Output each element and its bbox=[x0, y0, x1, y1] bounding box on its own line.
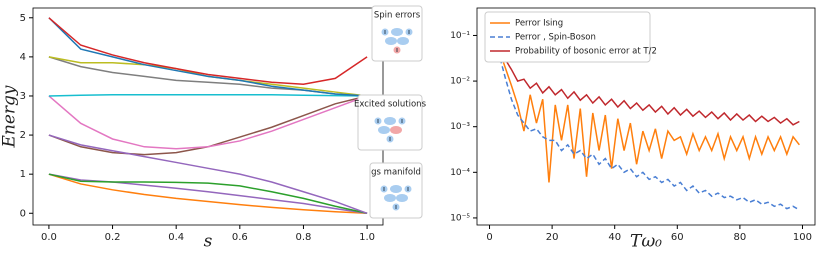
x-tick-label: 0.0 bbox=[41, 232, 57, 243]
coupler bbox=[384, 117, 396, 125]
legend-box bbox=[484, 11, 651, 63]
plot-lines bbox=[491, 21, 800, 211]
x-tick-label: 40 bbox=[608, 232, 621, 243]
coupler bbox=[397, 37, 409, 45]
x-tick-label: 0.6 bbox=[232, 232, 248, 243]
x-tick-label: 0 bbox=[486, 232, 492, 243]
y-tick-label: 2 bbox=[20, 130, 26, 141]
x-tick-label: 80 bbox=[734, 232, 747, 243]
y-tick-label: 10⁻¹ bbox=[450, 31, 470, 41]
y-tick-label: 5 bbox=[20, 13, 26, 24]
series-line bbox=[48, 17, 368, 85]
series-line bbox=[491, 21, 800, 183]
x-tick-label: 20 bbox=[546, 232, 559, 243]
plot-lines bbox=[48, 17, 368, 215]
series-line bbox=[48, 173, 368, 215]
legend-label: Perror Ising bbox=[515, 19, 563, 29]
coupler bbox=[390, 185, 402, 193]
legend-label: Perror , Spin-Boson bbox=[515, 33, 596, 43]
coupler bbox=[378, 126, 390, 134]
series-line bbox=[48, 95, 368, 150]
series-line bbox=[48, 134, 368, 214]
y-tick-label: 10⁻⁴ bbox=[450, 168, 470, 178]
y-tick-label: 3 bbox=[20, 91, 26, 102]
y-tick-label: 10⁻² bbox=[450, 77, 470, 87]
x-tick-label: 1.0 bbox=[359, 232, 375, 243]
y-tick-label: 10⁻⁵ bbox=[450, 213, 470, 223]
y-tick-label: 0 bbox=[20, 208, 26, 219]
inset-title: Spin errors bbox=[374, 11, 421, 21]
coupler bbox=[384, 194, 396, 202]
series-line bbox=[48, 94, 368, 97]
x-tick-label: 100 bbox=[793, 232, 812, 243]
series-line bbox=[48, 95, 368, 156]
inset-title: Excited solutions bbox=[354, 100, 427, 110]
series-line bbox=[491, 27, 800, 211]
series-line bbox=[48, 173, 368, 215]
series-line bbox=[48, 17, 368, 97]
inset-title: gs manifold bbox=[371, 168, 421, 178]
x-axis-label: s bbox=[204, 232, 213, 252]
y-axis-label: Energy bbox=[0, 85, 20, 148]
x-tick-label: 0.2 bbox=[105, 232, 121, 243]
axes-frame bbox=[476, 7, 816, 226]
coupler bbox=[396, 194, 408, 202]
series-line bbox=[48, 173, 368, 215]
coupler bbox=[385, 37, 397, 45]
y-tick-label: 1 bbox=[20, 169, 26, 180]
coupler bbox=[391, 28, 403, 36]
y-tick-label: 4 bbox=[20, 52, 26, 63]
y-tick-label: 10⁻³ bbox=[450, 122, 470, 132]
x-tick-label: 0.8 bbox=[296, 232, 312, 243]
coupler bbox=[390, 126, 402, 134]
legend-label: Probability of bosonic error at T/2 bbox=[515, 47, 657, 57]
x-tick-label: 0.4 bbox=[168, 232, 184, 243]
x-tick-label: 60 bbox=[671, 232, 684, 243]
series-line bbox=[491, 31, 800, 126]
x-axis-label: Tω₀ bbox=[630, 232, 662, 252]
